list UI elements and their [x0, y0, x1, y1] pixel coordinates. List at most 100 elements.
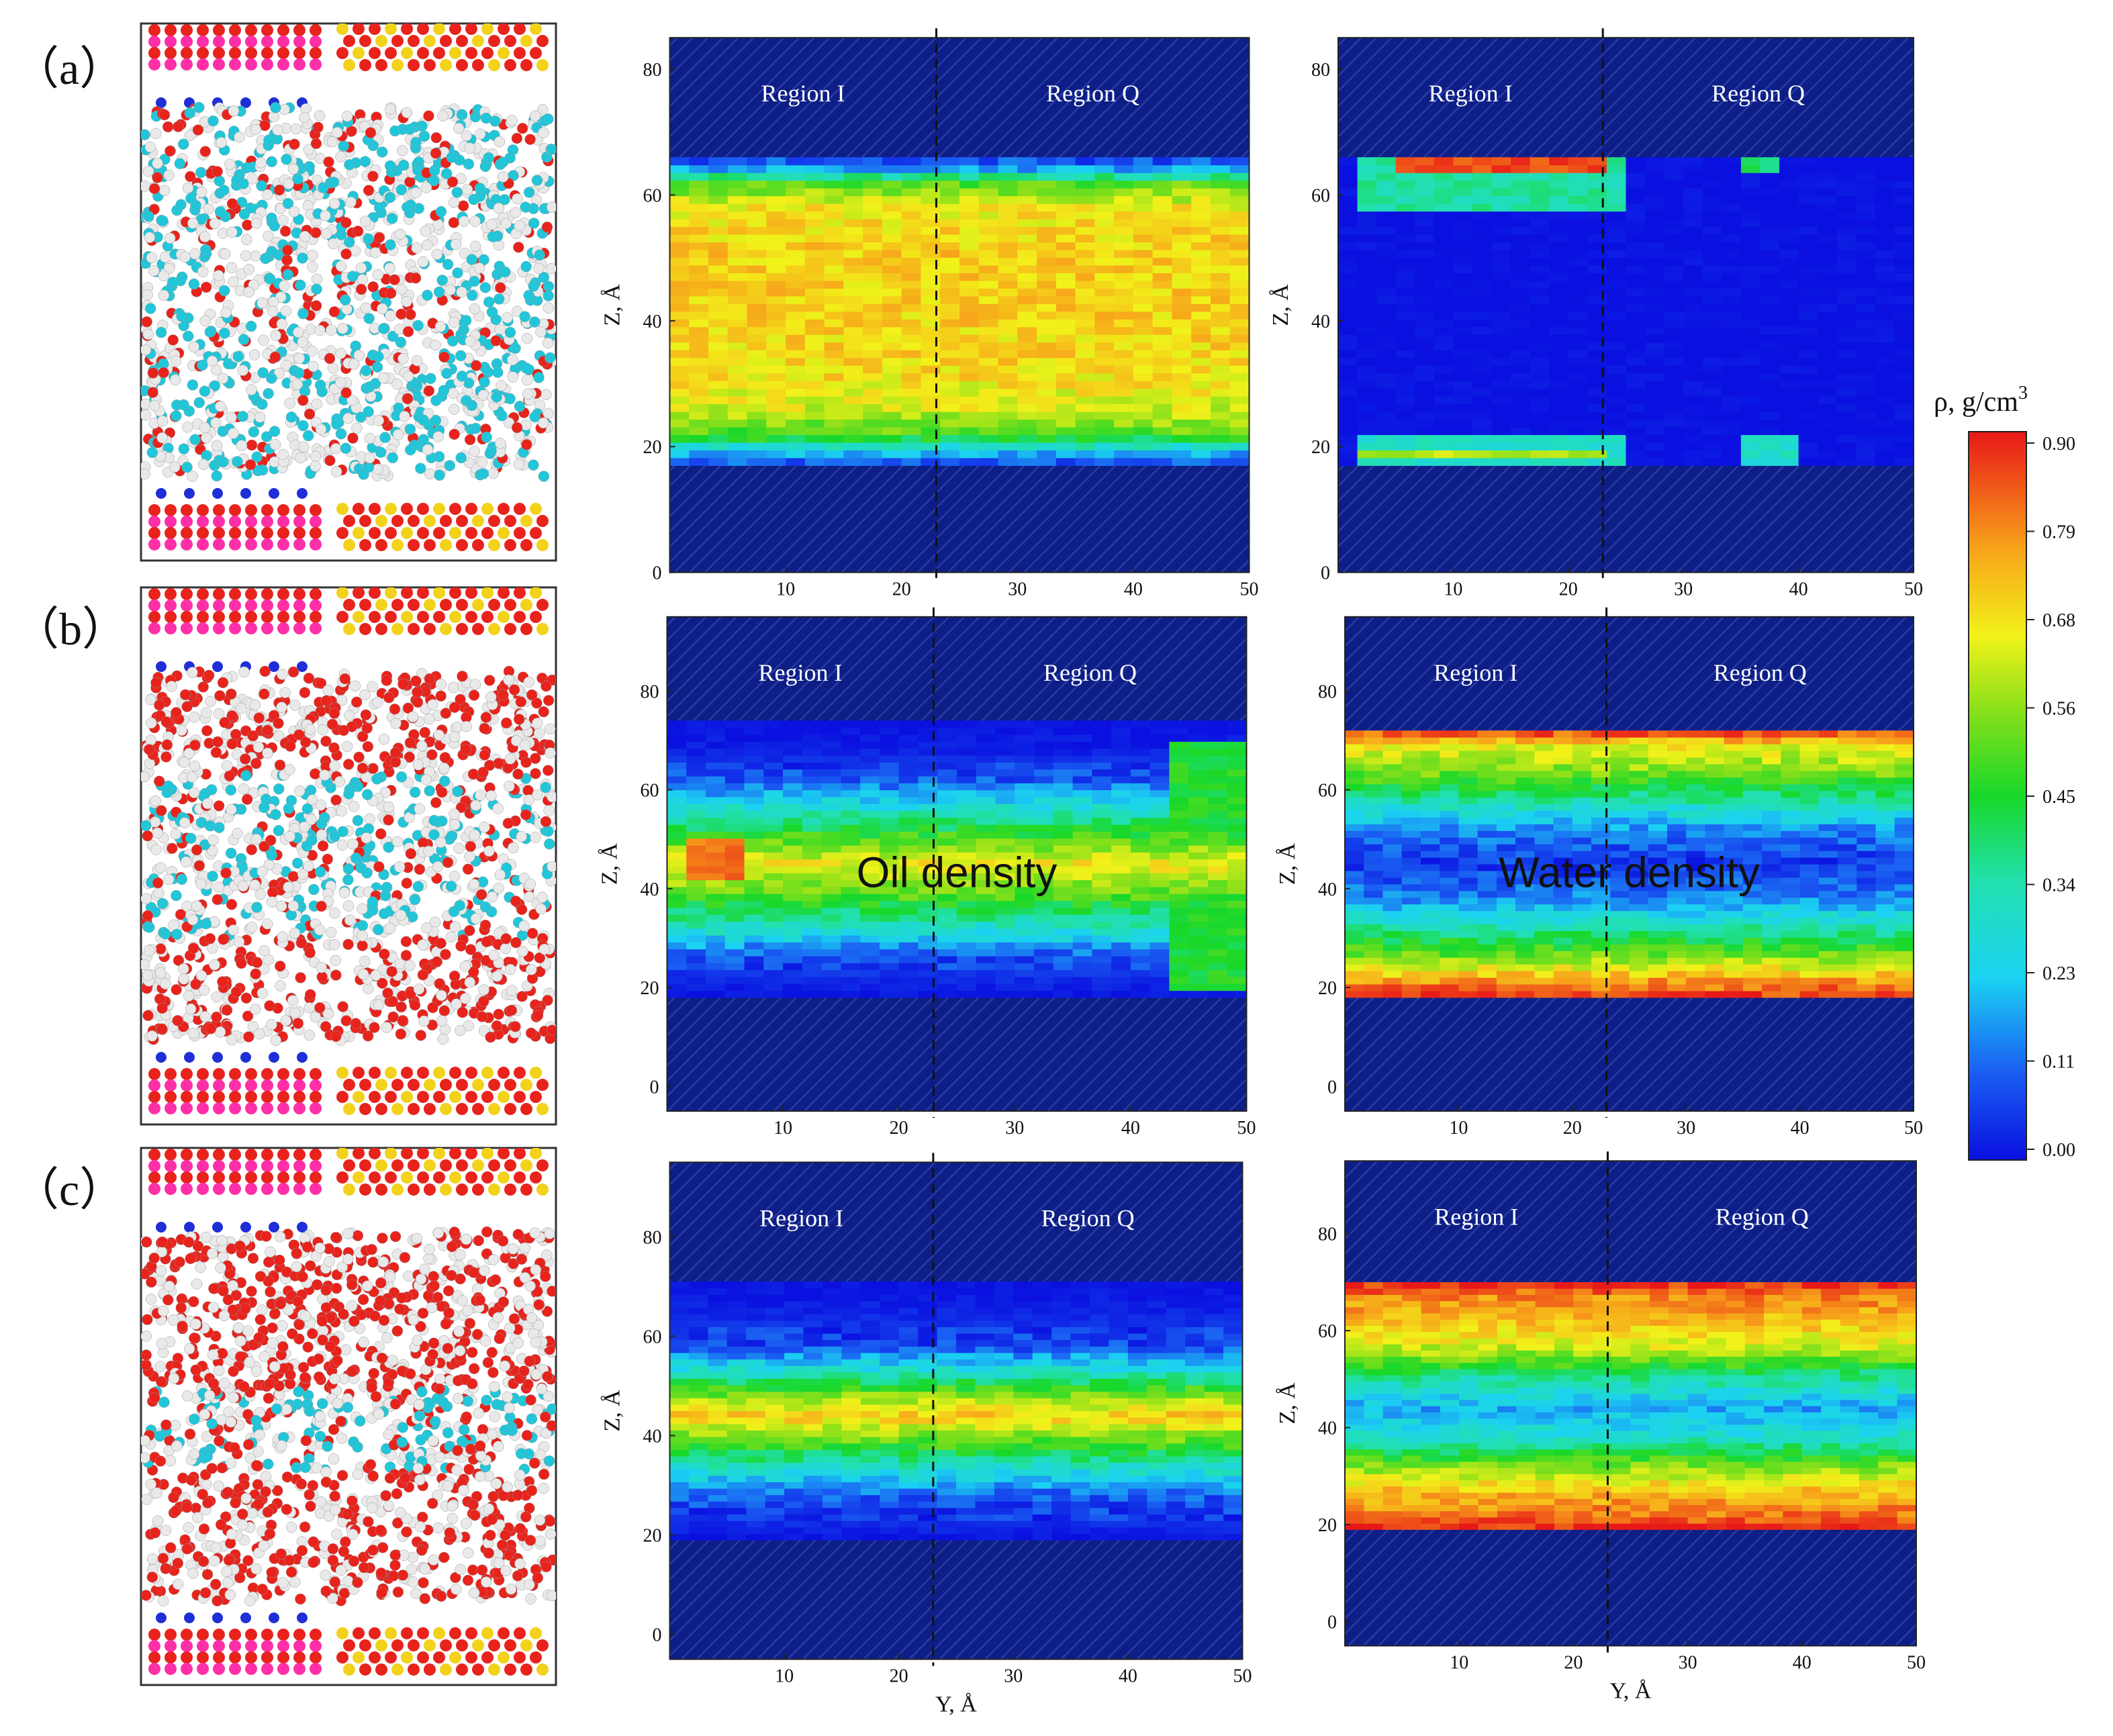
atom: [367, 281, 379, 293]
atom: [447, 681, 459, 693]
atom: [262, 1506, 274, 1518]
atom: [212, 894, 224, 906]
atom: [510, 207, 521, 218]
atom: [310, 1079, 322, 1092]
atom: [526, 689, 538, 701]
atom: [189, 739, 201, 751]
atom: [353, 587, 365, 599]
atom: [293, 1171, 306, 1184]
atom: [228, 924, 239, 936]
atom: [535, 903, 547, 915]
atom: [504, 1159, 516, 1171]
atom: [386, 1369, 398, 1380]
atom: [544, 838, 555, 850]
atom: [435, 690, 447, 702]
atom: [199, 315, 211, 327]
atom: [433, 611, 445, 623]
atom: [357, 1294, 369, 1306]
atom: [375, 1568, 387, 1579]
atom: [422, 444, 434, 456]
atom: [234, 132, 245, 143]
atom: [216, 1235, 228, 1247]
atom: [511, 132, 523, 144]
atom: [293, 1160, 306, 1172]
atom: [201, 432, 212, 444]
atom: [400, 936, 412, 947]
atom: [488, 1079, 500, 1091]
atom: [373, 232, 385, 244]
atom: [395, 184, 408, 195]
atom: [395, 1028, 407, 1040]
atom: [305, 1500, 316, 1512]
atom: [514, 23, 526, 35]
atom: [479, 901, 491, 913]
atom: [213, 1663, 225, 1675]
atom: [261, 1651, 273, 1663]
atom: [389, 704, 401, 715]
atom: [440, 168, 453, 179]
atom: [196, 186, 207, 198]
atom: [427, 1349, 438, 1361]
atom: [523, 289, 534, 301]
atom: [185, 832, 197, 845]
atom: [298, 441, 310, 452]
atom: [229, 1091, 241, 1103]
atom: [343, 1639, 355, 1651]
atom: [488, 1184, 500, 1196]
atom: [245, 320, 257, 332]
atom: [370, 1391, 382, 1402]
atom: [359, 955, 371, 967]
atom: [385, 310, 396, 322]
atom: [332, 1398, 344, 1409]
atom: [183, 1522, 194, 1533]
atom: [526, 1312, 538, 1324]
atom: [293, 1640, 306, 1652]
atom: [496, 409, 508, 422]
atom: [326, 136, 338, 148]
snapshot-a: [140, 22, 557, 562]
atom: [205, 695, 216, 708]
atom: [184, 1052, 195, 1063]
atom: [391, 515, 404, 527]
atom: [514, 220, 525, 232]
atom: [156, 415, 169, 427]
atom: [418, 434, 429, 446]
atom: [277, 1663, 289, 1675]
atom: [293, 1663, 306, 1675]
atom: [148, 1651, 160, 1663]
atom: [160, 716, 173, 728]
atom: [320, 1476, 332, 1488]
atom: [395, 771, 408, 783]
atom: [263, 1392, 275, 1404]
atom: [368, 1367, 379, 1380]
atom: [430, 797, 442, 808]
atom: [546, 201, 556, 213]
atom: [352, 781, 364, 792]
atom: [284, 830, 295, 842]
atom: [378, 733, 390, 745]
atom: [340, 1344, 352, 1356]
atom: [303, 1489, 315, 1500]
atom: [189, 787, 200, 798]
atom: [181, 1543, 193, 1555]
atom: [518, 920, 530, 932]
atom: [261, 1640, 273, 1652]
atom: [219, 248, 231, 260]
atom: [523, 676, 535, 688]
atom: [311, 283, 322, 295]
atom: [313, 1353, 324, 1365]
atom: [170, 355, 182, 367]
atom: [331, 418, 342, 430]
atom: [269, 488, 279, 499]
atom: [266, 1567, 277, 1578]
atom: [348, 801, 360, 812]
atom: [473, 1407, 484, 1419]
atom: [408, 1663, 420, 1676]
atom: [469, 303, 481, 315]
atom: [367, 1502, 378, 1514]
atom: [199, 422, 211, 434]
atom: [292, 1018, 304, 1029]
atom: [419, 1563, 431, 1575]
atom: [423, 110, 434, 122]
row-label-a: （a）: [13, 43, 125, 94]
